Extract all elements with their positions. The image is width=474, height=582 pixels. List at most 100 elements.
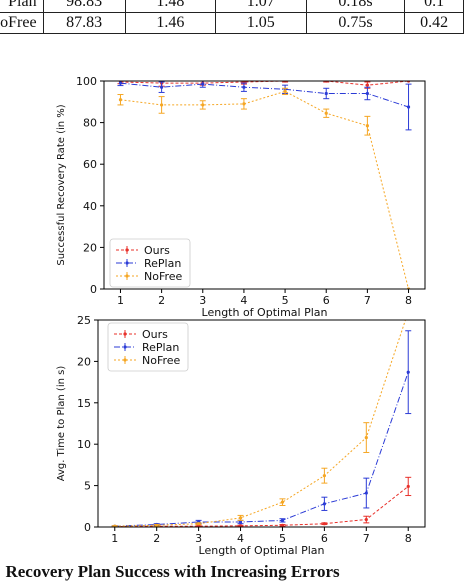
legend-item-ours: Ours (114, 328, 168, 341)
data-point (365, 124, 369, 128)
table-cell: Plan (0, 0, 44, 13)
y-tick-label: 100 (76, 75, 97, 88)
legend-item-nofree: NoFree (114, 354, 181, 367)
x-tick-label: 7 (363, 532, 370, 545)
legend-label: Ours (144, 244, 170, 257)
data-point (160, 85, 164, 89)
x-tick-label: 5 (282, 294, 289, 307)
legend-marker (123, 332, 127, 336)
caption-prefix: 3: (0, 562, 1, 581)
legend-item-ours: Ours (116, 244, 170, 257)
x-tick-label: 2 (158, 294, 165, 307)
table-cell: oFree (0, 12, 44, 34)
y-tick-label: 60 (83, 158, 97, 171)
x-tick-label: 1 (111, 532, 118, 545)
y-axis-label: Successful Recovery Rate (in %) (56, 104, 67, 265)
data-point (118, 81, 123, 85)
axes-frame (103, 80, 426, 290)
x-tick-label: 8 (405, 532, 412, 545)
y-tick-label: 80 (83, 117, 97, 130)
x-tick-label: 1 (117, 294, 124, 307)
data-point (365, 83, 369, 87)
legend-label: RePlan (144, 257, 181, 270)
series-line (114, 486, 409, 527)
x-tick-label: 5 (279, 532, 286, 545)
data-point (197, 524, 201, 527)
y-tick-label: 20 (83, 241, 97, 254)
y-tick-label: 0 (84, 521, 91, 534)
data-point (238, 524, 243, 527)
legend-marker (125, 248, 129, 252)
table-cell: 1.46 (124, 12, 217, 34)
series-replan (111, 330, 412, 527)
data-point (324, 111, 328, 115)
series-line (114, 320, 406, 527)
data-point (407, 310, 410, 313)
data-point (113, 524, 117, 527)
y-tick-label: 40 (83, 200, 97, 213)
data-point (280, 518, 285, 522)
data-point (238, 520, 243, 524)
x-tick-label: 2 (153, 532, 160, 545)
x-axis-label: Length of Optimal Plan (199, 544, 325, 557)
table-cell: 1.07 (215, 0, 307, 13)
y-tick-label: 0 (90, 283, 97, 296)
x-axis-label: Length of Optimal Plan (202, 306, 328, 318)
x-tick-label: 3 (199, 294, 206, 307)
time-to-plan-chart: 1 2 3 4 5 6 7 8 0 5 10 15 20 25 Length of Optimal Plan… (56, 310, 426, 557)
legend-label: RePlan (142, 341, 179, 354)
data-point (280, 523, 285, 527)
table-cell: 87.83 (42, 12, 126, 34)
series-line (120, 82, 409, 108)
table-cell: 0.75s (305, 12, 406, 34)
legend-box (107, 322, 189, 372)
table-row: Plan 98.83 1.48 1.07 0.18s 0.1 (0, 0, 464, 13)
data-point (280, 500, 285, 504)
data-point (322, 474, 326, 478)
y-tick-label: 5 (84, 480, 91, 493)
series-line (120, 81, 409, 86)
data-point (283, 89, 287, 93)
data-point (364, 491, 368, 495)
data-point (238, 516, 243, 520)
data-point (364, 435, 368, 440)
series-line (114, 372, 409, 527)
y-tick-label: 25 (77, 314, 91, 327)
legend-item-replan: RePlan (114, 341, 179, 354)
series-nofree (117, 87, 411, 289)
x-tick-label: 6 (321, 532, 328, 545)
legend-item-nofree: NoFree (116, 270, 183, 283)
legend-label: Ours (142, 328, 168, 341)
table-cell: 1.05 (215, 12, 307, 34)
results-table: Plan 98.83 1.48 1.07 0.18s 0.1 oFree 87.83 1.46 1… (0, 0, 464, 34)
y-tick-label: 20 (77, 355, 91, 368)
x-tick-label: 6 (323, 294, 330, 307)
table-cell: 0.42 (404, 12, 464, 34)
legend-marker (123, 358, 127, 362)
x-tick-label: 8 (405, 294, 412, 307)
legend-label: NoFree (142, 354, 181, 367)
x-tick-label: 4 (240, 294, 247, 307)
data-point (242, 85, 246, 89)
legend-label: NoFree (144, 270, 183, 283)
data-point (201, 82, 205, 86)
figure-caption: 3: Recovery Plan Success with Increasing… (0, 562, 340, 582)
table-cell: 0.1 (404, 0, 464, 13)
data-point (406, 105, 411, 109)
axes-frame (97, 319, 426, 528)
table-cell: 0.18s (305, 0, 406, 13)
x-tick-label: 4 (237, 532, 244, 545)
data-point (406, 484, 410, 489)
legend-item-replan: RePlan (116, 257, 181, 270)
data-point (118, 98, 123, 102)
legend-marker (123, 345, 127, 349)
data-point (160, 103, 164, 107)
plot-area (111, 310, 412, 527)
series-nofree (111, 310, 410, 527)
legend-marker (125, 261, 129, 265)
table-cell: 1.48 (124, 0, 217, 13)
data-point (197, 522, 201, 526)
data-point (364, 517, 368, 522)
data-point (406, 370, 410, 374)
